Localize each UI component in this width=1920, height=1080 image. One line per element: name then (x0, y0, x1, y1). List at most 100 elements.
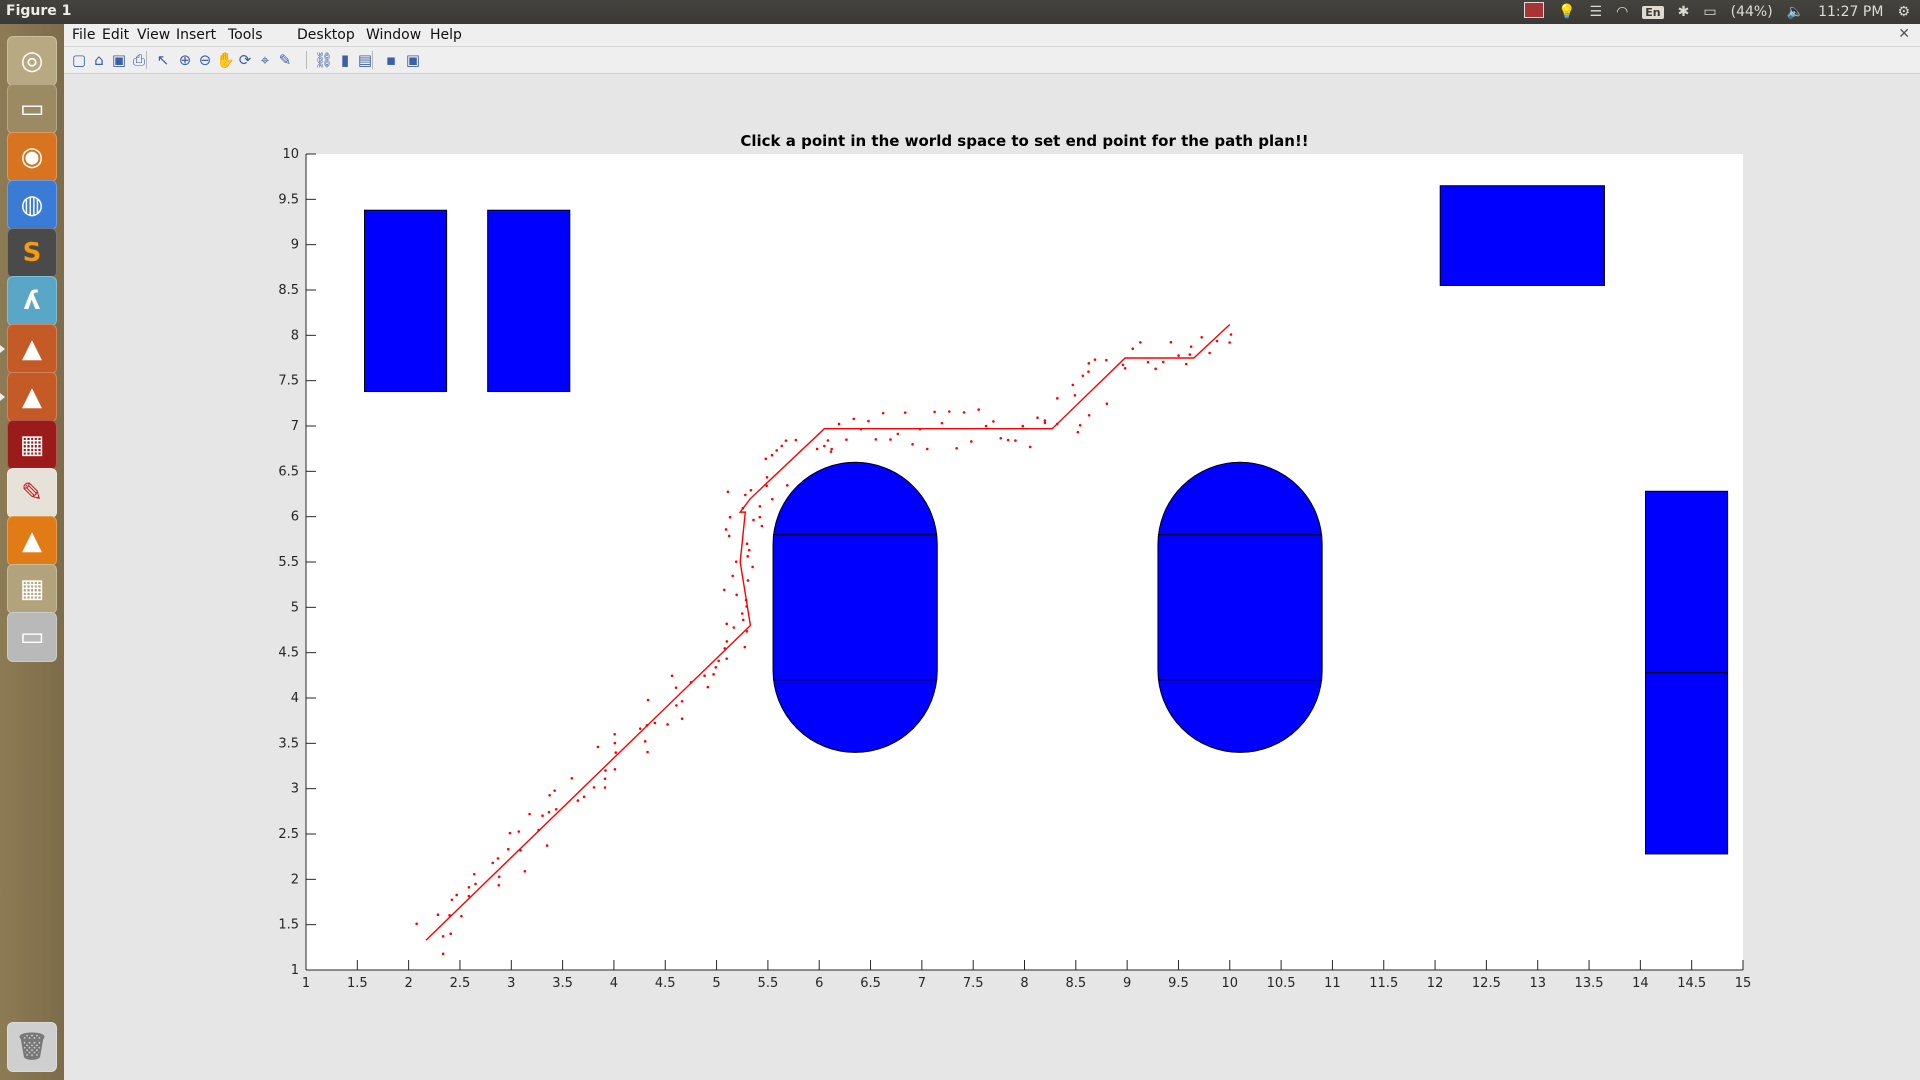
sample-point (881, 411, 885, 415)
close-figure-icon[interactable]: ✕ (1898, 26, 1910, 42)
menu-desktop[interactable]: Desktop (297, 27, 355, 43)
x-tick-label: 10.5 (1267, 976, 1296, 991)
sample-point (758, 505, 762, 508)
drive-icon[interactable]: ▭ (7, 612, 57, 662)
bluetooth-icon[interactable]: ✱ (1677, 4, 1690, 20)
menu-insert[interactable]: Insert (176, 27, 217, 43)
x-tick-label: 14.5 (1677, 976, 1706, 991)
sample-point (596, 745, 600, 749)
sample-point (764, 457, 768, 461)
sample-point (984, 424, 988, 428)
obstacle-capsule (772, 461, 938, 753)
sample-point (724, 528, 728, 531)
writer-icon[interactable]: ✎ (7, 468, 57, 518)
y-tick-label: 3 (291, 782, 299, 797)
matlab-icon-2[interactable]: ▲ (7, 372, 57, 422)
sample-point (1071, 383, 1075, 387)
sample-point (643, 740, 647, 743)
zoom-in-icon[interactable]: ⊕ (178, 51, 192, 69)
rotate-3d-icon[interactable]: ⟳ (238, 51, 252, 69)
sample-point (1188, 353, 1192, 356)
firefox-icon[interactable]: ◉ (7, 132, 57, 182)
x-tick-label: 14 (1632, 976, 1649, 991)
sample-point (1081, 374, 1085, 378)
print-icon[interactable]: ⎙ (132, 51, 145, 69)
obstacle-capsule (1157, 461, 1323, 753)
sample-point (1087, 413, 1091, 417)
plot-area[interactable]: Click a point in the world space to set … (64, 24, 1920, 1080)
brush-icon[interactable]: ✎ (278, 51, 292, 69)
sample-point (970, 440, 973, 443)
legend-icon[interactable]: ▤ (357, 51, 373, 69)
new-figure-icon[interactable]: ▢ (71, 51, 87, 69)
sample-point (1161, 360, 1165, 364)
hide-plot-tools-icon[interactable]: ▪ (385, 51, 397, 69)
sample-point (472, 872, 476, 876)
sample-point (1036, 416, 1039, 420)
show-plot-tools-icon[interactable]: ▣ (405, 51, 421, 69)
sample-point (441, 935, 445, 938)
workspace-switcher-icon[interactable]: ▦ (7, 564, 57, 614)
data-cursor-icon[interactable]: ⌖ (260, 51, 270, 69)
sample-point (727, 534, 731, 538)
ubuntu-dash-icon[interactable]: ◎ (7, 36, 57, 86)
sample-point (497, 883, 501, 887)
sample-point (744, 493, 747, 497)
save-icon[interactable]: ▣ (111, 51, 127, 69)
vlc-icon[interactable]: ▲ (7, 516, 57, 566)
open-file-icon[interactable]: ⌂ (94, 51, 104, 69)
menu-file[interactable]: File (72, 27, 96, 43)
sublime-text-icon[interactable]: S (7, 228, 57, 278)
settings-gear-icon[interactable]: ⚙ (1897, 4, 1910, 20)
notes-icon[interactable]: ☰ (1589, 4, 1603, 20)
pan-icon[interactable]: ✋ (216, 51, 235, 69)
trash-icon[interactable]: 🗑 (7, 1022, 57, 1072)
link-plot-icon[interactable]: ⛓ (314, 51, 334, 69)
volume-icon[interactable]: 🔈 (1786, 4, 1805, 20)
menu-tools[interactable]: Tools (228, 27, 263, 43)
x-tick-label: 4 (610, 976, 618, 991)
sample-point (725, 657, 728, 660)
zoom-out-icon[interactable]: ⊖ (198, 51, 212, 69)
sample-point (725, 622, 729, 626)
y-tick-label: 3.5 (278, 736, 299, 751)
menu-view[interactable]: View (137, 27, 171, 43)
files-icon[interactable]: ▭ (7, 84, 57, 134)
sample-point (794, 438, 798, 442)
sample-point (734, 560, 738, 563)
sample-point (467, 894, 471, 898)
matlab-icon[interactable]: ▲ (7, 324, 57, 374)
keyboard-layout-indicator[interactable]: En (1642, 5, 1664, 19)
toolbar-separator (372, 51, 373, 69)
sample-point (706, 685, 710, 689)
screen-app-icon[interactable]: ▦ (7, 420, 57, 470)
sample-point (1078, 423, 1082, 427)
colorbar-icon[interactable]: ▮ (340, 51, 350, 69)
x-tick-label: 9.5 (1168, 976, 1189, 991)
menu-help[interactable]: Help (430, 27, 462, 43)
menu-edit[interactable]: Edit (102, 27, 130, 43)
sample-point (760, 524, 764, 528)
x-tick-label: 12.5 (1472, 976, 1501, 991)
sample-point (674, 686, 678, 689)
x-tick-label: 13 (1529, 976, 1546, 991)
sample-point (1087, 370, 1090, 373)
x-tick-label: 11.5 (1369, 976, 1398, 991)
sample-point (896, 432, 900, 436)
terminal-app-icon[interactable]: ʎ (7, 276, 57, 326)
recording-indicator-icon[interactable] (1524, 2, 1545, 22)
lightbulb-icon[interactable]: 💡 (1558, 4, 1576, 20)
menu-window[interactable]: Window (366, 27, 422, 43)
sample-point (1105, 402, 1109, 406)
clock[interactable]: 11:27 PM (1818, 4, 1884, 20)
sample-point (496, 857, 500, 860)
chrome-icon[interactable]: ◍ (7, 180, 57, 230)
sample-point (948, 410, 951, 413)
sample-point (1169, 340, 1173, 344)
battery-icon[interactable]: ▭ (1703, 4, 1717, 20)
pointer-icon[interactable]: ↖ (156, 51, 170, 69)
battery-percentage[interactable]: (44%) (1730, 4, 1773, 20)
y-tick-label: 1.5 (278, 918, 299, 933)
wifi-icon[interactable]: ◠ (1616, 4, 1629, 20)
toolbar-separator (306, 51, 307, 69)
